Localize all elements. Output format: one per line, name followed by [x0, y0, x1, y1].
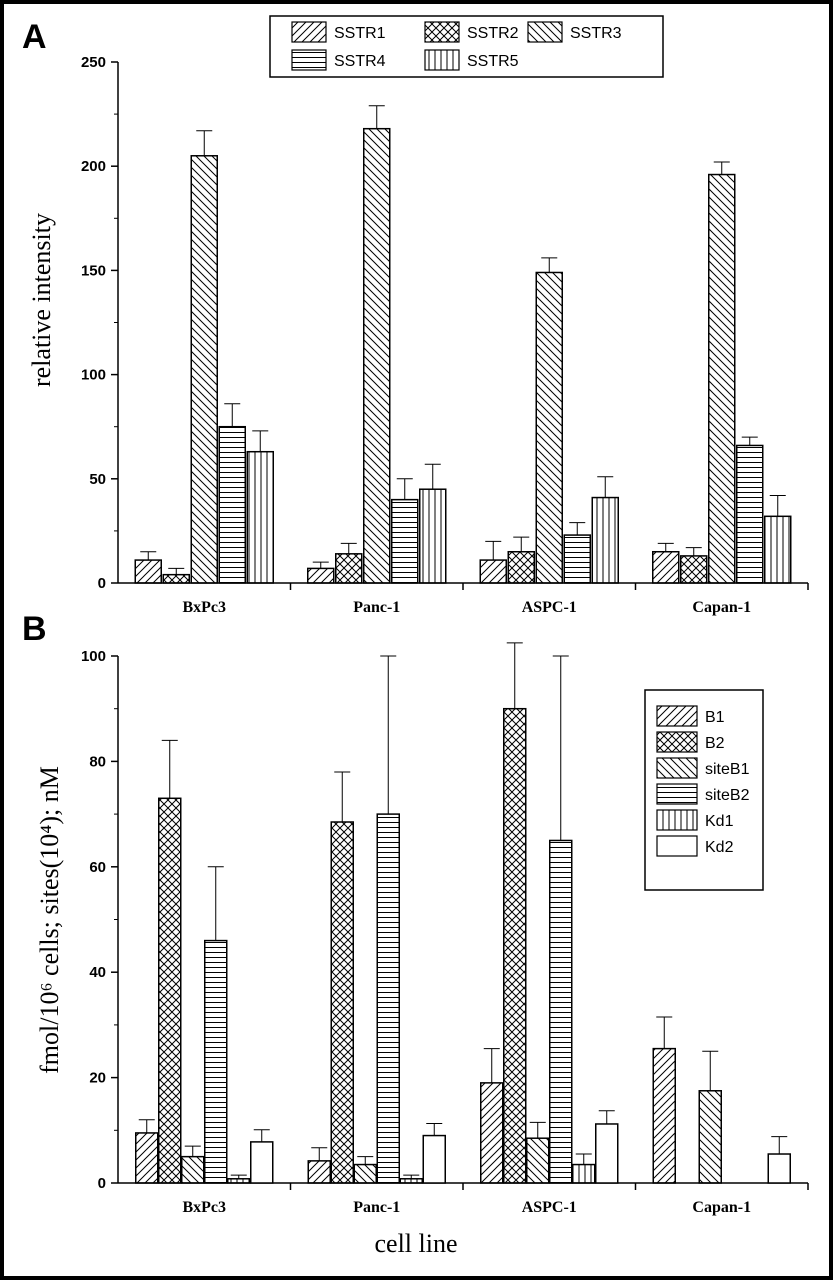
- legend-label: SSTR5: [467, 53, 519, 70]
- legend-swatch: [656, 731, 698, 753]
- bar: [307, 567, 335, 584]
- bar: [698, 1090, 722, 1184]
- category-label: Panc-1: [353, 1199, 400, 1216]
- bar: [419, 488, 447, 584]
- panel-a-chart: 0 50 100 150 200 250 BxPc3 Panc-1 ASPC-1 Capan-1 r…: [27, 15, 809, 616]
- legend-label: SSTR4: [334, 53, 386, 70]
- bar: [162, 573, 190, 584]
- legend-swatch: [527, 21, 563, 43]
- legend-label: Kd1: [705, 813, 734, 830]
- bar: [307, 1160, 331, 1184]
- bar: [767, 1153, 791, 1184]
- panel-b-letter: B: [22, 610, 47, 648]
- bar: [764, 515, 792, 584]
- legend-label: B2: [705, 735, 725, 752]
- bar: [652, 1047, 676, 1184]
- bar: [218, 425, 246, 584]
- bar: [250, 1141, 274, 1184]
- category-label: BxPc3: [182, 1199, 226, 1216]
- legend-box: [269, 15, 664, 78]
- bar: [507, 550, 535, 584]
- panel-b-chart: 0 20 40 60 80 100 BxPc3 Panc-1 ASPC-1 Capan-1 fmol…: [35, 642, 809, 1216]
- category-label: Capan-1: [692, 599, 751, 616]
- legend-label: SSTR3: [570, 25, 622, 42]
- legend-label: SSTR2: [467, 25, 519, 42]
- bar: [190, 155, 218, 584]
- bar: [330, 821, 354, 1184]
- bar: [680, 555, 708, 584]
- bar: [353, 1163, 377, 1184]
- y-axis-title: relative intensity: [27, 213, 56, 387]
- y-tick-label: 80: [89, 753, 106, 770]
- category-label: BxPc3: [182, 599, 226, 616]
- bar: [535, 271, 563, 584]
- legend-swatch: [656, 835, 698, 857]
- bar: [652, 550, 680, 584]
- bar: [549, 839, 573, 1184]
- legend-label: siteB1: [705, 761, 750, 778]
- bar: [399, 1178, 423, 1184]
- bar: [181, 1155, 205, 1184]
- y-tick-label: 60: [89, 859, 106, 876]
- bar: [422, 1134, 446, 1184]
- y-tick-label: 100: [81, 648, 106, 665]
- y-tick-label: 0: [98, 575, 106, 592]
- bar: [134, 559, 162, 584]
- bar: [479, 559, 507, 584]
- y-tick-label: 100: [81, 367, 106, 384]
- bar: [204, 939, 228, 1184]
- y-tick-label: 250: [81, 54, 106, 71]
- y-axis-title: fmol/10⁶ cells; sites(10⁴); nM: [35, 766, 64, 1074]
- legend-label: siteB2: [705, 787, 750, 804]
- y-tick-label: 150: [81, 262, 106, 279]
- legend-swatch: [656, 705, 698, 727]
- y-tick-label: 50: [89, 471, 106, 488]
- legend-label: Kd2: [705, 839, 734, 856]
- bar: [246, 450, 274, 584]
- bar: [595, 1123, 619, 1184]
- y-tick-label: 0: [98, 1175, 106, 1192]
- legend-swatch: [291, 21, 327, 43]
- y-tick-label: 40: [89, 964, 106, 981]
- bar: [391, 498, 419, 584]
- bar: [135, 1132, 159, 1184]
- legend-swatch: [424, 21, 460, 43]
- bar: [480, 1082, 504, 1184]
- y-tick-label: 20: [89, 1070, 106, 1087]
- bar: [591, 496, 619, 584]
- x-axis-title: cell line: [374, 1229, 457, 1258]
- bar: [708, 173, 736, 584]
- legend-label: SSTR1: [334, 25, 386, 42]
- legend-swatch: [656, 783, 698, 805]
- category-label: Capan-1: [692, 1199, 751, 1216]
- legend-swatch: [656, 809, 698, 831]
- legend-swatch: [424, 49, 460, 71]
- y-tick-label: 200: [81, 158, 106, 175]
- category-label: Panc-1: [353, 599, 400, 616]
- bar: [563, 534, 591, 584]
- legend-swatch: [291, 49, 327, 71]
- bar: [335, 553, 363, 584]
- bar: [158, 797, 182, 1184]
- bar: [736, 444, 764, 584]
- panel-a-letter: A: [22, 18, 47, 56]
- bar: [572, 1163, 596, 1184]
- legend-label: B1: [705, 709, 725, 726]
- bar: [526, 1137, 550, 1184]
- bar: [376, 813, 400, 1184]
- category-label: ASPC-1: [522, 1199, 577, 1216]
- bar: [227, 1178, 251, 1184]
- category-label: ASPC-1: [522, 599, 577, 616]
- legend-swatch: [656, 757, 698, 779]
- bar: [503, 707, 527, 1184]
- bar: [363, 127, 391, 584]
